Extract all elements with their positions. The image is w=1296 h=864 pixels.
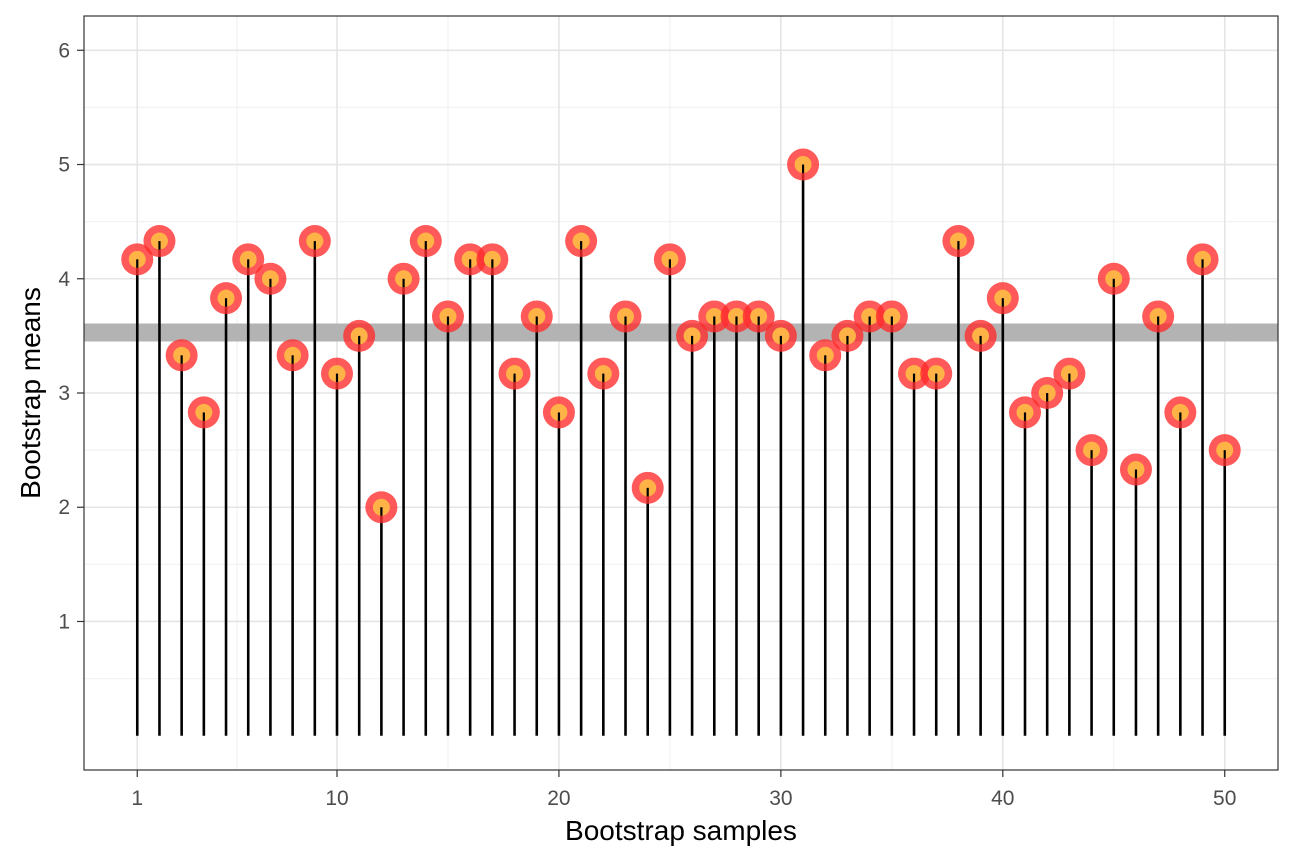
x-tick-label: 30 bbox=[769, 787, 792, 810]
y-tick-label: 2 bbox=[58, 496, 70, 519]
x-axis-title: Bootstrap samples bbox=[565, 815, 797, 846]
x-axis: 1 10 20 30 40 50 bbox=[131, 770, 1236, 810]
y-tick-label: 1 bbox=[58, 610, 70, 633]
x-tick-label: 40 bbox=[991, 787, 1014, 810]
y-tick-label: 5 bbox=[58, 154, 70, 177]
major-gridlines bbox=[84, 16, 1278, 770]
x-tick-label: 10 bbox=[325, 787, 348, 810]
y-axis: 1 2 3 4 5 6 bbox=[58, 39, 84, 633]
y-tick-label: 4 bbox=[58, 268, 70, 291]
y-axis-title: Bootstrap means bbox=[15, 287, 46, 499]
y-tick-label: 6 bbox=[58, 39, 70, 62]
y-tick-label: 3 bbox=[58, 382, 70, 405]
points-group bbox=[121, 148, 1241, 524]
x-tick-label: 1 bbox=[131, 787, 143, 810]
x-tick-label: 20 bbox=[547, 787, 570, 810]
x-tick-label: 50 bbox=[1213, 787, 1236, 810]
stems-group bbox=[135, 164, 1227, 736]
